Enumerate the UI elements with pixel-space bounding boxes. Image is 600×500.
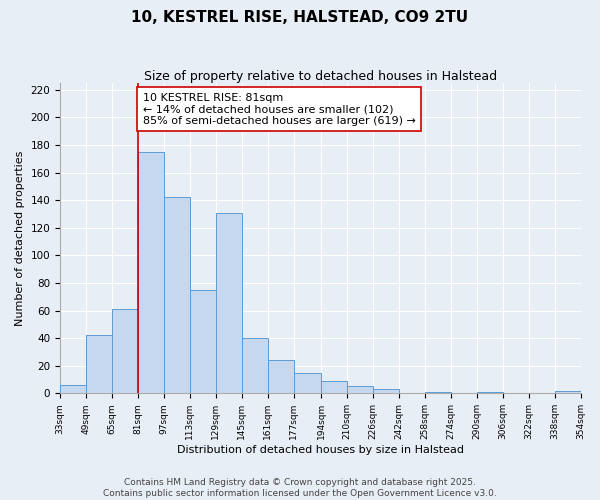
Bar: [425, 392, 451, 394]
Bar: [321, 381, 347, 394]
Y-axis label: Number of detached properties: Number of detached properties: [15, 150, 25, 326]
Bar: [138, 152, 164, 394]
Bar: [164, 198, 190, 394]
Bar: [477, 392, 503, 394]
Bar: [190, 290, 215, 394]
Text: 10 KESTREL RISE: 81sqm
← 14% of detached houses are smaller (102)
85% of semi-de: 10 KESTREL RISE: 81sqm ← 14% of detached…: [143, 92, 416, 126]
Bar: [112, 309, 138, 394]
Bar: [373, 389, 399, 394]
Text: 10, KESTREL RISE, HALSTEAD, CO9 2TU: 10, KESTREL RISE, HALSTEAD, CO9 2TU: [131, 10, 469, 25]
Bar: [347, 386, 373, 394]
Bar: [242, 338, 268, 394]
X-axis label: Distribution of detached houses by size in Halstead: Distribution of detached houses by size …: [177, 445, 464, 455]
Title: Size of property relative to detached houses in Halstead: Size of property relative to detached ho…: [144, 70, 497, 83]
Bar: [215, 212, 242, 394]
Bar: [268, 360, 293, 394]
Bar: [60, 385, 86, 394]
Bar: [554, 390, 581, 394]
Text: Contains HM Land Registry data © Crown copyright and database right 2025.
Contai: Contains HM Land Registry data © Crown c…: [103, 478, 497, 498]
Bar: [293, 372, 321, 394]
Bar: [86, 336, 112, 394]
